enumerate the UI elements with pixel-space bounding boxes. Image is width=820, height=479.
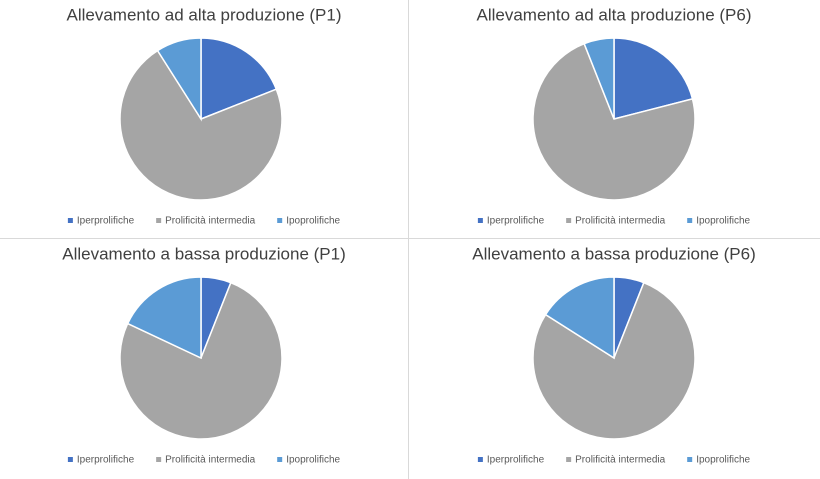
legend-label: Iperprolifiche [77, 216, 135, 227]
legend-swatch [477, 457, 483, 462]
legend-swatch [277, 457, 283, 462]
pie-slice [156, 37, 202, 122]
chart-panel: Allevamento ad alta produzione (P1) Iperp… [0, 0, 410, 240]
pie-slice [613, 37, 694, 120]
chart-title: Allevamento ad alta produzione (P6) [477, 5, 752, 24]
legend-label: Iperprolifiche [487, 455, 545, 466]
legend-label: Prolificità intermedia [575, 216, 665, 227]
chart-panel: Allevamento a bassa produzione (P6) Iperp… [410, 239, 820, 479]
legend-label: Ipoprolifiche [696, 216, 750, 227]
pie-slice [126, 276, 202, 360]
chart: Allevamento a bassa produzione (P6) Iperp… [472, 244, 756, 466]
legend-swatch [67, 218, 73, 223]
chart-title: Allevamento a bassa produzione (P6) [472, 244, 756, 263]
chart-panel: Allevamento a bassa produzione (P1) Iperp… [0, 239, 410, 479]
chart: Allevamento a bassa produzione (P1) Iperp… [62, 244, 346, 466]
legend-label: Ipoprolifiche [286, 216, 340, 227]
divider [0, 238, 820, 239]
legend-label: Ipoprolifiche [696, 455, 750, 466]
pie-slice [532, 281, 696, 440]
pie-slice [200, 37, 278, 121]
pie-slice [119, 49, 283, 201]
chart: Allevamento ad alta produzione (P1) Iperp… [67, 5, 342, 227]
legend-swatch [477, 218, 483, 223]
legend-swatch [67, 457, 73, 462]
pie-slice [544, 276, 615, 360]
legend-label: Ipoprolifiche [286, 455, 340, 466]
legend-swatch [566, 218, 572, 223]
legend-label: Prolificità intermedia [575, 455, 665, 466]
legend-swatch [156, 218, 162, 223]
chart-title: Allevamento a bassa produzione (P1) [62, 244, 346, 263]
legend-label: Iperprolifiche [77, 455, 135, 466]
legend-label: Iperprolifiche [487, 216, 545, 227]
pie-slice [119, 281, 283, 440]
chart-title: Allevamento ad alta produzione (P1) [67, 5, 342, 24]
legend-swatch [687, 457, 693, 462]
divider [408, 0, 409, 479]
legend-swatch [687, 218, 693, 223]
chart-panel: Allevamento ad alta produzione (P6) Iperp… [410, 0, 820, 240]
legend-swatch [156, 457, 162, 462]
legend-label: Prolificità intermedia [165, 216, 255, 227]
legend-swatch [277, 218, 283, 223]
pie-slice [583, 37, 615, 120]
chart: Allevamento ad alta produzione (P6) Iperp… [477, 5, 752, 227]
legend-label: Prolificità intermedia [165, 455, 255, 466]
pie-slice [532, 42, 696, 201]
legend-swatch [566, 457, 572, 462]
